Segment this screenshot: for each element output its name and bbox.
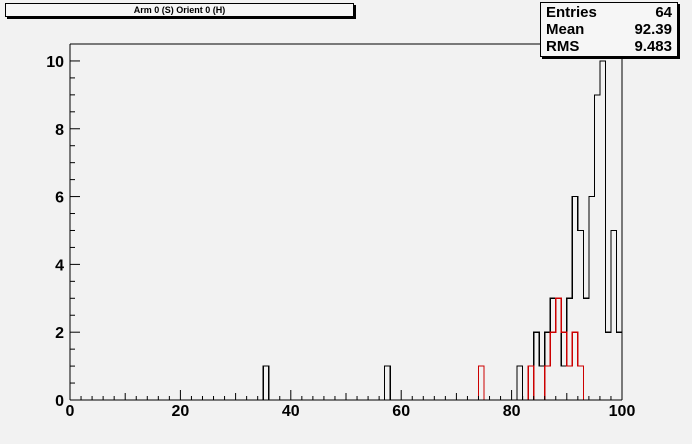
stats-row-rms: RMS 9.483 bbox=[546, 38, 672, 55]
stats-value: 92.39 bbox=[634, 21, 672, 38]
y-tick-label: 8 bbox=[55, 122, 64, 139]
y-tick-label: 6 bbox=[55, 190, 64, 207]
x-tick-label: 60 bbox=[392, 403, 410, 420]
x-tick-label: 20 bbox=[172, 403, 190, 420]
stats-key: RMS bbox=[546, 38, 580, 55]
x-tick-label: 80 bbox=[503, 403, 521, 420]
y-tick-label: 2 bbox=[55, 325, 64, 342]
y-axis-ticks: 0 2 4 6 8 10 bbox=[46, 43, 80, 410]
stats-row-mean: Mean 92.39 bbox=[546, 21, 672, 38]
stats-value: 64 bbox=[655, 4, 672, 21]
histogram-title: Arm 0 (S) Orient 0 (H) bbox=[5, 3, 354, 17]
stats-key: Mean bbox=[546, 21, 585, 38]
y-tick-label: 0 bbox=[55, 393, 64, 410]
stats-row-entries: Entries 64 bbox=[546, 4, 672, 21]
x-tick-label: 0 bbox=[66, 403, 75, 420]
x-tick-label: 40 bbox=[282, 403, 300, 420]
plot-frame bbox=[69, 43, 623, 401]
y-tick-label: 4 bbox=[55, 257, 64, 274]
x-axis-ticks: 0 20 40 60 80 100 bbox=[66, 390, 636, 420]
stats-value: 9.483 bbox=[634, 38, 672, 55]
frame-area bbox=[70, 44, 622, 400]
stats-key: Entries bbox=[546, 4, 597, 21]
y-tick-label: 10 bbox=[46, 54, 64, 71]
stats-box: Entries 64 Mean 92.39 RMS 9.483 bbox=[540, 2, 678, 57]
x-tick-label: 100 bbox=[609, 403, 636, 420]
